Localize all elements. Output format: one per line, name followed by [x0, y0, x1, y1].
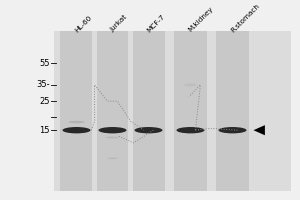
Bar [132, 31, 165, 191]
Ellipse shape [176, 127, 205, 133]
Bar [216, 31, 249, 191]
Bar [174, 31, 207, 191]
Bar [128, 31, 133, 191]
Ellipse shape [134, 127, 163, 133]
Ellipse shape [106, 136, 119, 138]
Bar [209, 31, 214, 191]
Text: 15: 15 [39, 126, 50, 135]
Ellipse shape [108, 158, 118, 159]
Text: MCF-7: MCF-7 [146, 13, 166, 33]
Bar [54, 31, 291, 191]
Text: Jurkat: Jurkat [110, 14, 129, 33]
Polygon shape [254, 125, 265, 135]
Text: 25: 25 [39, 97, 50, 106]
Bar [249, 31, 291, 191]
Ellipse shape [98, 127, 127, 133]
Text: R.stomach: R.stomach [230, 2, 260, 33]
Ellipse shape [184, 83, 197, 86]
Bar [60, 31, 93, 191]
Text: HL-60: HL-60 [74, 14, 93, 33]
Ellipse shape [62, 127, 91, 133]
Bar [92, 31, 97, 191]
Ellipse shape [68, 121, 85, 123]
Bar [167, 31, 172, 191]
Text: 55: 55 [39, 59, 50, 68]
Bar [96, 31, 129, 191]
Bar [54, 31, 60, 191]
Text: M.kidney: M.kidney [188, 6, 215, 33]
Ellipse shape [218, 127, 247, 133]
Text: 35-: 35- [36, 80, 50, 89]
